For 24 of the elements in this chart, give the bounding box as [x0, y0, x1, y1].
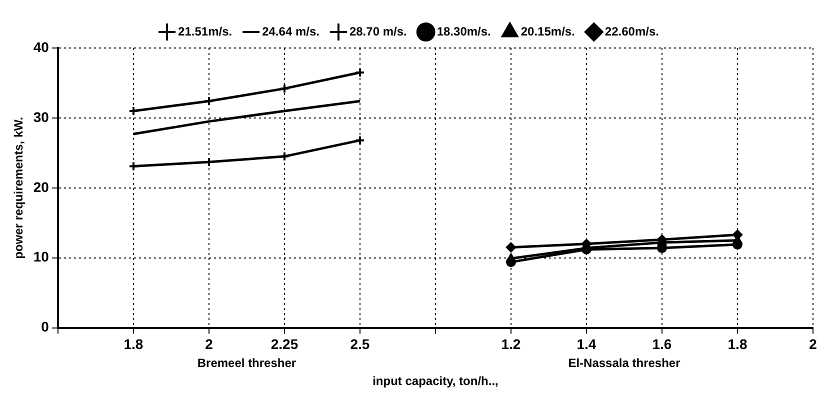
- text: El-Nassala thresher: [568, 356, 681, 370]
- x-tick-label: 1.8: [728, 336, 748, 352]
- x-axis-title: input capacity, ton/h..,: [372, 374, 498, 388]
- x-tick-label: 1.4: [576, 336, 596, 352]
- x-tick-label: 2: [809, 336, 818, 352]
- y-tick-label: 0: [41, 318, 50, 335]
- legend-label: 22.60m/s.: [604, 24, 659, 38]
- text: Bremeel thresher: [197, 356, 296, 370]
- x-tick-label: 2.25: [270, 336, 298, 352]
- legend-label: 28.70 m/s.: [349, 24, 407, 38]
- legend-label: 24.64 m/s.: [262, 24, 320, 38]
- x-tick-label: 1.2: [501, 336, 521, 352]
- y-tick-label: 20: [33, 178, 50, 195]
- y-tick-label: 10: [33, 248, 50, 265]
- x-tick-label: 1.6: [652, 336, 672, 352]
- y-tick-label: 30: [33, 108, 50, 125]
- legend-label: 20.15m/s.: [520, 24, 575, 38]
- legend-label: 18.30m/s.: [436, 24, 491, 38]
- x-tick-label: 2.5: [350, 336, 370, 352]
- y-axis-title: power requirements, kW.: [12, 116, 26, 259]
- legend-label: 21.51m/s.: [178, 24, 232, 38]
- x-tick-label: 1.8: [124, 336, 144, 352]
- x-tick-label: 2: [205, 336, 214, 352]
- y-tick-label: 40: [33, 38, 50, 55]
